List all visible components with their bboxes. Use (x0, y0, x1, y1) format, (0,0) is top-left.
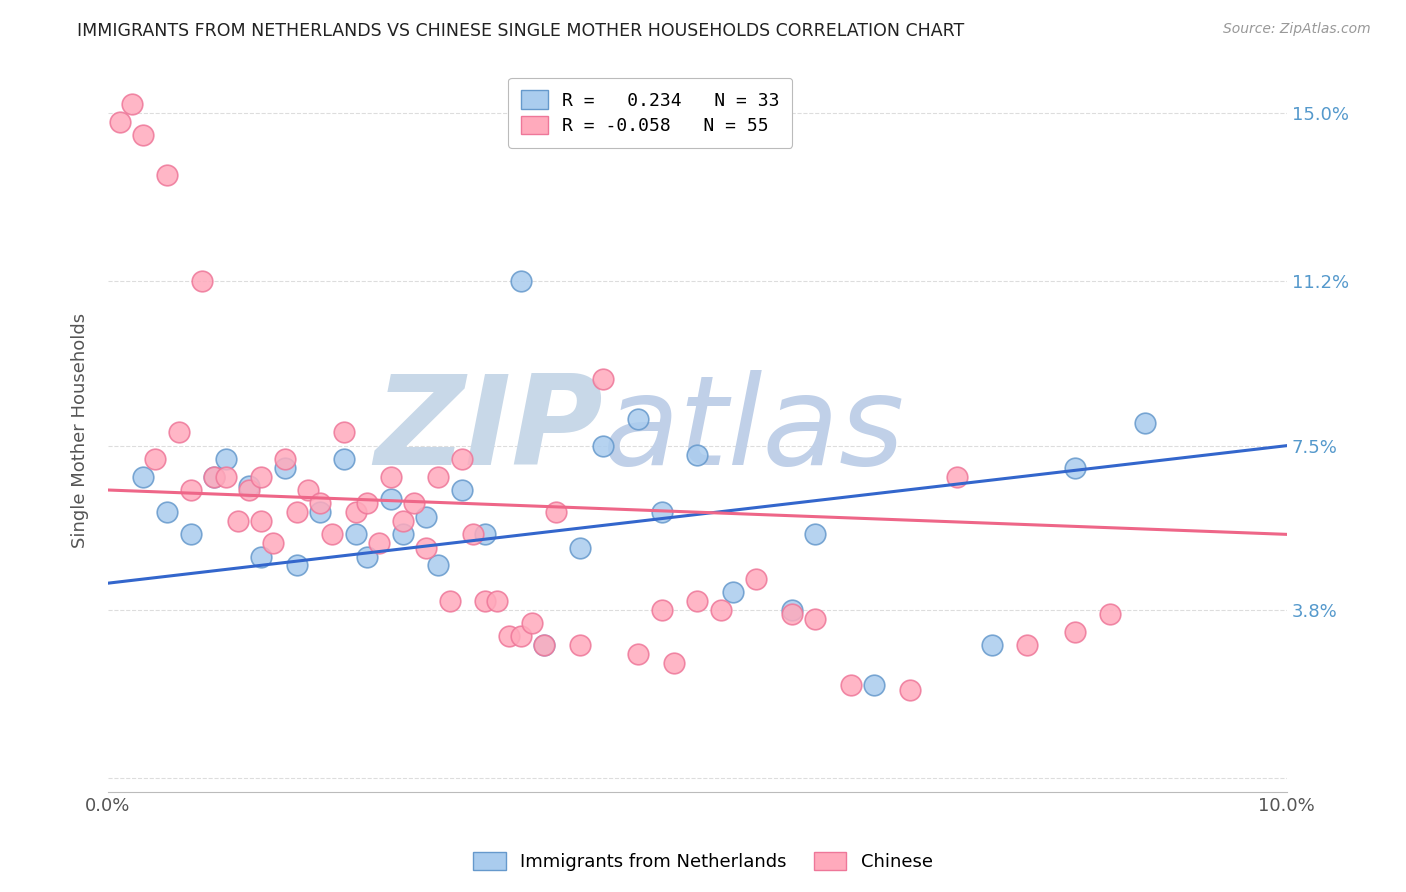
Point (191, 275, 214, 289)
Point (132, 469, 155, 483)
Point (981, 638, 1004, 652)
Point (1017, 638, 1039, 652)
Point (344, 505, 367, 519)
Point (309, 505, 332, 519)
Text: Source: ZipAtlas.com: Source: ZipAtlas.com (1223, 22, 1371, 37)
Point (839, 678, 862, 692)
Legend: R =   0.234   N = 33, R = -0.058   N = 55: R = 0.234 N = 33, R = -0.058 N = 55 (508, 78, 793, 148)
Point (321, 527, 343, 541)
Point (533, 638, 555, 652)
Point (721, 585, 744, 599)
Point (1135, 417, 1157, 431)
Point (179, 483, 201, 497)
Point (215, 469, 238, 483)
Point (285, 505, 308, 519)
Point (898, 682, 921, 697)
Point (250, 549, 273, 564)
Point (121, 97, 143, 112)
Point (226, 514, 249, 528)
Point (427, 558, 450, 573)
Point (485, 594, 508, 608)
Point (568, 638, 591, 652)
Point (332, 452, 354, 467)
Point (262, 536, 284, 550)
Point (474, 594, 496, 608)
Point (274, 452, 297, 467)
Point (332, 425, 354, 440)
Point (1063, 460, 1085, 475)
Point (404, 496, 426, 510)
Point (533, 638, 555, 652)
Point (745, 572, 768, 586)
Point (215, 452, 238, 467)
Point (863, 678, 886, 692)
Point (156, 168, 179, 182)
Point (780, 607, 803, 622)
Point (391, 514, 413, 528)
Point (297, 483, 319, 497)
Point (380, 491, 402, 506)
Point (945, 469, 967, 483)
Y-axis label: Single Mother Households: Single Mother Households (72, 312, 89, 548)
Point (250, 469, 273, 483)
Text: atlas: atlas (603, 369, 905, 491)
Point (662, 656, 685, 670)
Point (439, 594, 461, 608)
Point (509, 629, 531, 643)
Point (686, 448, 709, 462)
Point (285, 558, 308, 573)
Point (592, 439, 614, 453)
Point (592, 372, 614, 386)
Point (380, 469, 402, 483)
Point (568, 541, 591, 555)
Point (132, 128, 155, 142)
Point (415, 541, 437, 555)
Point (522, 616, 544, 631)
Point (474, 527, 496, 541)
Point (427, 469, 450, 483)
Point (627, 647, 650, 661)
Point (804, 612, 827, 626)
Point (544, 505, 567, 519)
Point (651, 603, 673, 617)
Point (143, 452, 166, 467)
Point (415, 509, 437, 524)
Point (804, 527, 827, 541)
Text: IMMIGRANTS FROM NETHERLANDS VS CHINESE SINGLE MOTHER HOUSEHOLDS CORRELATION CHAR: IMMIGRANTS FROM NETHERLANDS VS CHINESE S… (77, 22, 965, 40)
Point (202, 469, 225, 483)
Point (309, 496, 332, 510)
Point (274, 460, 297, 475)
Point (344, 527, 367, 541)
Point (179, 527, 201, 541)
Point (391, 527, 413, 541)
Point (498, 629, 520, 643)
Point (780, 603, 803, 617)
Point (1063, 624, 1085, 639)
Point (686, 594, 709, 608)
Point (238, 483, 260, 497)
Point (356, 496, 378, 510)
Point (368, 536, 391, 550)
Point (108, 115, 131, 129)
Point (710, 603, 733, 617)
Point (167, 425, 190, 440)
Point (250, 514, 273, 528)
Point (356, 549, 378, 564)
Point (156, 505, 179, 519)
Point (463, 527, 485, 541)
Point (627, 412, 650, 426)
Legend: Immigrants from Netherlands, Chinese: Immigrants from Netherlands, Chinese (465, 845, 941, 879)
Point (450, 452, 472, 467)
Point (238, 478, 260, 492)
Point (450, 483, 472, 497)
Point (651, 505, 673, 519)
Point (509, 275, 531, 289)
Point (202, 469, 225, 483)
Point (1098, 607, 1121, 622)
Text: ZIP: ZIP (374, 369, 603, 491)
